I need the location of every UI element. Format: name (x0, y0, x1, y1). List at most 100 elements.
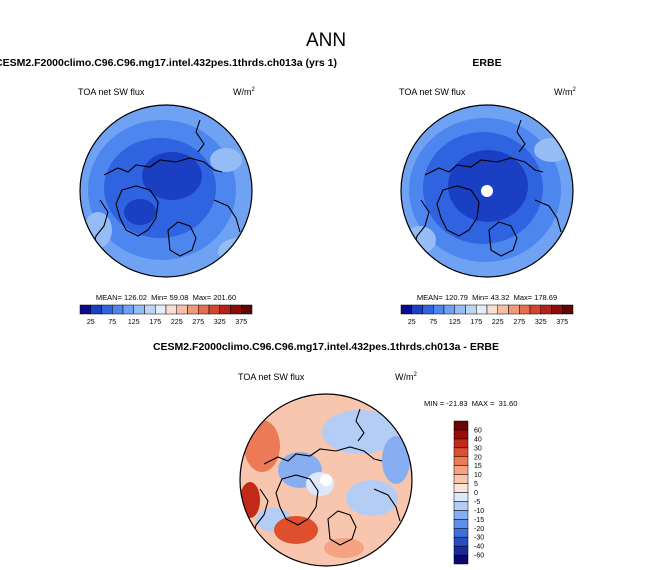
colorbar-tick-label: 225 (171, 319, 183, 326)
colorbar-swatch (241, 304, 253, 315)
colorbar-tick-label: -20 (474, 526, 484, 533)
colorbar-tick-label: 125 (449, 319, 461, 326)
colorbar-swatch (476, 304, 488, 315)
colorbar-tick-label: 325 (535, 319, 547, 326)
colorbar-tick-label: -5 (474, 499, 480, 506)
colorbar-swatch (176, 304, 188, 315)
colorbar-swatch (519, 304, 531, 315)
colorbar-swatch (453, 528, 469, 538)
colorbar-tick-label: -40 (474, 544, 484, 551)
panel-diff-variable-label: TOA net SW flux (238, 372, 305, 382)
panel-diff-field-pos-1 (244, 420, 280, 472)
panel-obs-units-base: W/m (554, 87, 573, 97)
colorbar-swatch (411, 304, 423, 315)
colorbar-tick-label: 25 (408, 319, 416, 326)
panel-model-colorbar: 25 75 125 175 225 275 325 375 (79, 304, 253, 326)
colorbar-swatch (443, 304, 455, 315)
colorbar-swatch (133, 304, 145, 315)
colorbar-swatch (155, 304, 167, 315)
colorbar-swatch (453, 554, 469, 565)
colorbar-swatch (219, 304, 231, 315)
colorbar-swatch (453, 429, 469, 440)
colorbar-swatch (453, 545, 469, 556)
panel-diff-field-pos-2 (274, 516, 318, 544)
panel-model-field-edge-patch (218, 238, 252, 266)
panel-model-map (80, 105, 252, 277)
colorbar-swatch (198, 304, 210, 315)
colorbar-swatch (101, 304, 113, 315)
panel-model-field-greenland (124, 199, 156, 225)
panel-obs-stats: MEAN= 120.79 Min= 43.32 Max= 178.69 (417, 293, 557, 302)
colorbar-swatch (508, 304, 520, 315)
colorbar-swatch (433, 304, 445, 315)
colorbar-tick-label: 225 (492, 319, 504, 326)
colorbar-swatch (453, 536, 469, 547)
panel-model-units-base: W/m (233, 87, 252, 97)
colorbar-tick-label: 375 (235, 319, 247, 326)
panel-diff-field-neg-3 (346, 480, 398, 516)
panel-model-coastlines (91, 119, 241, 263)
colorbar-swatch (230, 304, 242, 315)
panel-diff-units-exponent: 2 (414, 372, 418, 378)
colorbar-tick-label: 15 (474, 463, 482, 470)
colorbar-swatch (551, 304, 563, 315)
panel-diff: CESM2.F2000climo.C96.C96.mg17.intel.432p… (153, 341, 517, 567)
panel-obs-field-edge-patch (404, 226, 436, 254)
panel-model-title: CESM2.F2000climo.C96.C96.mg17.intel.432p… (0, 57, 337, 69)
colorbar-swatch (453, 483, 469, 493)
colorbar-tick-label: 175 (149, 319, 161, 326)
colorbar-swatch (422, 304, 434, 315)
panel-obs-title: ERBE (472, 57, 501, 69)
panel-model-units: W/m2 (233, 87, 256, 97)
panel-model-field-low-flux-patch (210, 148, 242, 172)
panel-diff-missing-pole (320, 474, 332, 486)
colorbar-swatch (165, 304, 177, 315)
colorbar-swatch (453, 519, 469, 529)
colorbar-tick-label: 60 (474, 427, 482, 434)
panel-model: CESM2.F2000climo.C96.C96.mg17.intel.432p… (0, 57, 337, 326)
colorbar-swatch (453, 510, 469, 520)
panel-diff-field-pos-4 (240, 482, 260, 518)
colorbar-swatch (122, 304, 134, 315)
panel-obs-field-low-flux-patch (534, 138, 570, 162)
panel-diff-map-border (239, 393, 413, 567)
panel-model-field-inner (142, 152, 202, 200)
panel-diff-field-pos-3 (324, 538, 364, 558)
colorbar-tick-label: 275 (513, 319, 525, 326)
colorbar-swatch (90, 304, 102, 315)
colorbar-swatch (453, 456, 469, 466)
colorbar-tick-label: 275 (192, 319, 204, 326)
colorbar-tick-label: 30 (474, 445, 482, 452)
panel-obs: ERBE TOA net SW flux W/m2 MEAN= 120.79 M… (399, 57, 577, 326)
panel-model-variable-label: TOA net SW flux (78, 87, 145, 97)
colorbar-tick-label: 25 (87, 319, 95, 326)
colorbar-swatch (562, 304, 574, 315)
panel-model-field-high-flux-patch (84, 212, 112, 248)
colorbar-swatch (453, 492, 469, 502)
panel-diff-colorbar: -60 -40 -30 -20 -15 -10 -5 0 5 10 15 20 30 40 60 (453, 420, 484, 565)
panel-model-units-exponent: 2 (252, 87, 256, 93)
panel-model-stats: MEAN= 126.02 Min= 59.08 Max= 201.60 (96, 293, 236, 302)
colorbar-swatch (144, 304, 156, 315)
colorbar-tick-label: 5 (474, 481, 478, 488)
colorbar-tick-label: 40 (474, 436, 482, 443)
colorbar-tick-label: -10 (474, 508, 484, 515)
colorbar-swatch (112, 304, 124, 315)
panel-diff-units-base: W/m (395, 372, 414, 382)
colorbar-swatch (497, 304, 509, 315)
colorbar-swatch (187, 304, 199, 315)
colorbar-swatch (486, 304, 498, 315)
colorbar-swatch (400, 304, 412, 315)
colorbar-tick-label: 75 (429, 319, 437, 326)
panel-model-map-border (79, 104, 253, 278)
colorbar-swatch (465, 304, 477, 315)
panel-diff-stats: MIN = -21.83 MAX = 31.60 (424, 399, 517, 408)
colorbar-swatch (454, 304, 466, 315)
panel-obs-missing-pole (481, 185, 493, 197)
panel-obs-units: W/m2 (554, 87, 577, 97)
colorbar-swatch (453, 438, 469, 449)
panel-obs-map-border (400, 104, 574, 278)
colorbar-tick-label: -15 (474, 517, 484, 524)
panel-diff-title: CESM2.F2000climo.C96.C96.mg17.intel.432p… (153, 341, 499, 353)
colorbar-swatch (453, 474, 469, 484)
